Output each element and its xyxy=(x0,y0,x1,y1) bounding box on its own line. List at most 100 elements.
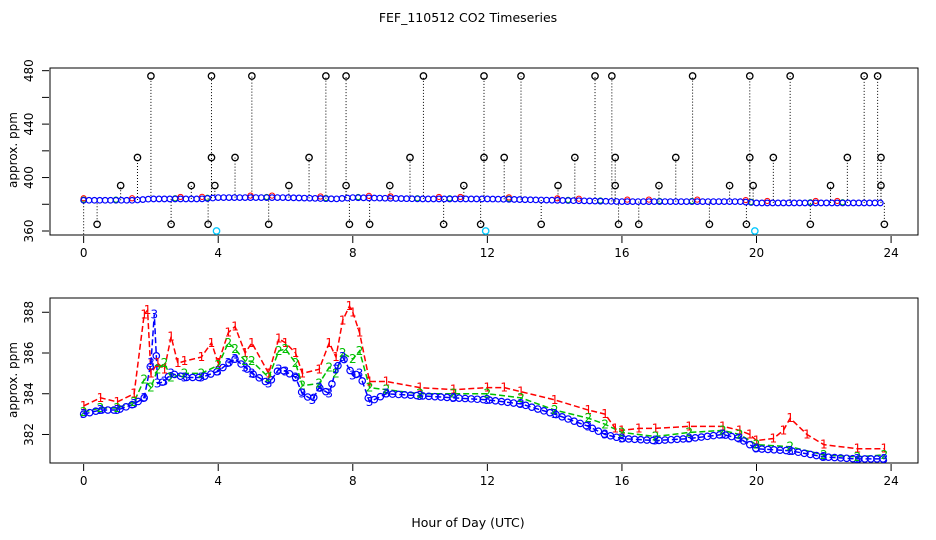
baseline-blue-point xyxy=(252,194,260,201)
series-3-marker: 3 xyxy=(80,407,88,421)
baseline-blue-point xyxy=(650,198,658,206)
series-3-circle xyxy=(219,363,227,372)
raw-black-point xyxy=(880,220,889,229)
top-plot-area xyxy=(80,72,889,235)
series-2-marker: 2 xyxy=(130,395,138,409)
series-3-circle xyxy=(328,380,336,388)
series-3-circle xyxy=(237,360,245,368)
series-1-marker: 1 xyxy=(248,336,256,350)
raw-black-point xyxy=(116,181,125,190)
series-1-marker: 1 xyxy=(618,423,626,437)
baseline-blue-point xyxy=(440,195,448,203)
baseline-blue-point xyxy=(570,197,577,205)
series-3-circle xyxy=(255,374,264,382)
raw-black-point xyxy=(786,72,795,80)
raw-black-point xyxy=(480,72,488,80)
baseline-blue-point xyxy=(284,194,292,202)
series-1-marker: 1 xyxy=(484,381,492,395)
series-3-marker: 3 xyxy=(652,434,660,448)
series-3-marker: 3 xyxy=(150,307,158,321)
series-3-circle xyxy=(322,387,330,396)
series-3-circle xyxy=(588,424,597,433)
highlight-cyan-point xyxy=(212,227,221,235)
series-2-marker: 2 xyxy=(618,425,626,439)
top-y-axis: 360 400 440 480 xyxy=(22,59,49,242)
baseline-blue-point xyxy=(241,194,249,201)
series-1-marker: 1 xyxy=(241,346,249,360)
series-2-marker: 2 xyxy=(231,342,239,356)
raw-black-point xyxy=(745,72,754,80)
raw-black-point xyxy=(671,153,680,162)
series-3-marker: 3 xyxy=(214,364,222,378)
series-3-circle xyxy=(243,365,251,373)
series-1-marker: 1 xyxy=(339,313,347,327)
raw-black-point xyxy=(769,153,778,162)
baseline-blue-point xyxy=(699,198,707,206)
series-3-marker: 3 xyxy=(450,391,458,405)
series-2-marker: 2 xyxy=(450,387,458,401)
series-1-marker: 1 xyxy=(299,366,307,380)
baseline-blue-point xyxy=(871,199,879,207)
series-2-marker: 2 xyxy=(339,346,347,360)
series-3-circle xyxy=(152,352,161,360)
baseline-blue-point xyxy=(494,195,502,203)
bottom-plot-frame xyxy=(49,297,919,464)
series-1-marker: 1 xyxy=(736,423,744,437)
series-3-circle xyxy=(122,403,130,411)
series-1-marker: 1 xyxy=(803,427,811,441)
series-1-marker: 1 xyxy=(366,375,374,389)
baseline-blue-point xyxy=(607,197,615,205)
raw-black-point xyxy=(742,220,751,229)
series-3-circle xyxy=(213,368,221,376)
raw-black-point xyxy=(500,153,509,162)
baseline-blue-point xyxy=(381,194,389,202)
series-1-marker: 1 xyxy=(97,391,105,405)
series-3-marker: 3 xyxy=(282,364,290,378)
series-3-circle xyxy=(316,384,324,392)
series-1-marker: 1 xyxy=(349,305,357,319)
raw-black-point xyxy=(607,72,616,80)
baseline-blue-point xyxy=(160,195,168,203)
series-3-circle xyxy=(146,362,155,371)
baseline-blue-point xyxy=(166,195,174,203)
series-2-marker: 2 xyxy=(181,366,189,380)
top-y-tick-label: 400 xyxy=(22,166,36,189)
series-3-marker: 3 xyxy=(231,352,239,366)
series-3-circle xyxy=(352,370,360,379)
raw-black-point xyxy=(860,72,869,80)
baseline-blue-point xyxy=(580,197,588,205)
series-2-marker: 2 xyxy=(147,381,155,395)
series-1-marker: 1 xyxy=(174,356,182,370)
series-1-marker: 1 xyxy=(450,383,458,397)
baseline-blue-point xyxy=(780,199,787,207)
raw-black-point xyxy=(285,181,293,190)
baseline-blue-point xyxy=(392,195,400,202)
series-2-marker: 2 xyxy=(551,403,559,417)
baseline-blue-point xyxy=(855,199,863,207)
series-3-marker: 3 xyxy=(241,360,249,374)
bottom-x-tick-label: 8 xyxy=(349,474,357,488)
series-1-marker: 1 xyxy=(325,336,333,350)
baseline-blue-point xyxy=(715,198,723,206)
baseline-blue-point xyxy=(548,196,556,204)
series-1-marker: 1 xyxy=(130,387,138,401)
series-3-marker: 3 xyxy=(97,403,105,417)
series-1-marker: 1 xyxy=(383,375,391,389)
baseline-blue-point xyxy=(424,195,432,203)
series-3-marker: 3 xyxy=(315,381,323,395)
baseline-blue-point xyxy=(629,198,637,206)
raw-black-point xyxy=(843,153,852,162)
baseline-blue-point xyxy=(473,195,480,203)
raw-black-point xyxy=(93,220,101,229)
series-1-marker: 1 xyxy=(551,393,559,407)
baseline-blue-point xyxy=(85,196,93,204)
baseline-blue-point xyxy=(376,194,384,202)
baseline-blue-point xyxy=(586,197,594,205)
baseline-blue-point xyxy=(527,196,534,204)
baseline-blue-point xyxy=(844,199,852,207)
series-3-marker: 3 xyxy=(349,368,357,382)
series-1-marker: 1 xyxy=(231,320,239,334)
series-1-marker: 1 xyxy=(356,326,364,340)
raw-black-point xyxy=(342,72,350,80)
series-2-marker: 2 xyxy=(224,336,232,350)
